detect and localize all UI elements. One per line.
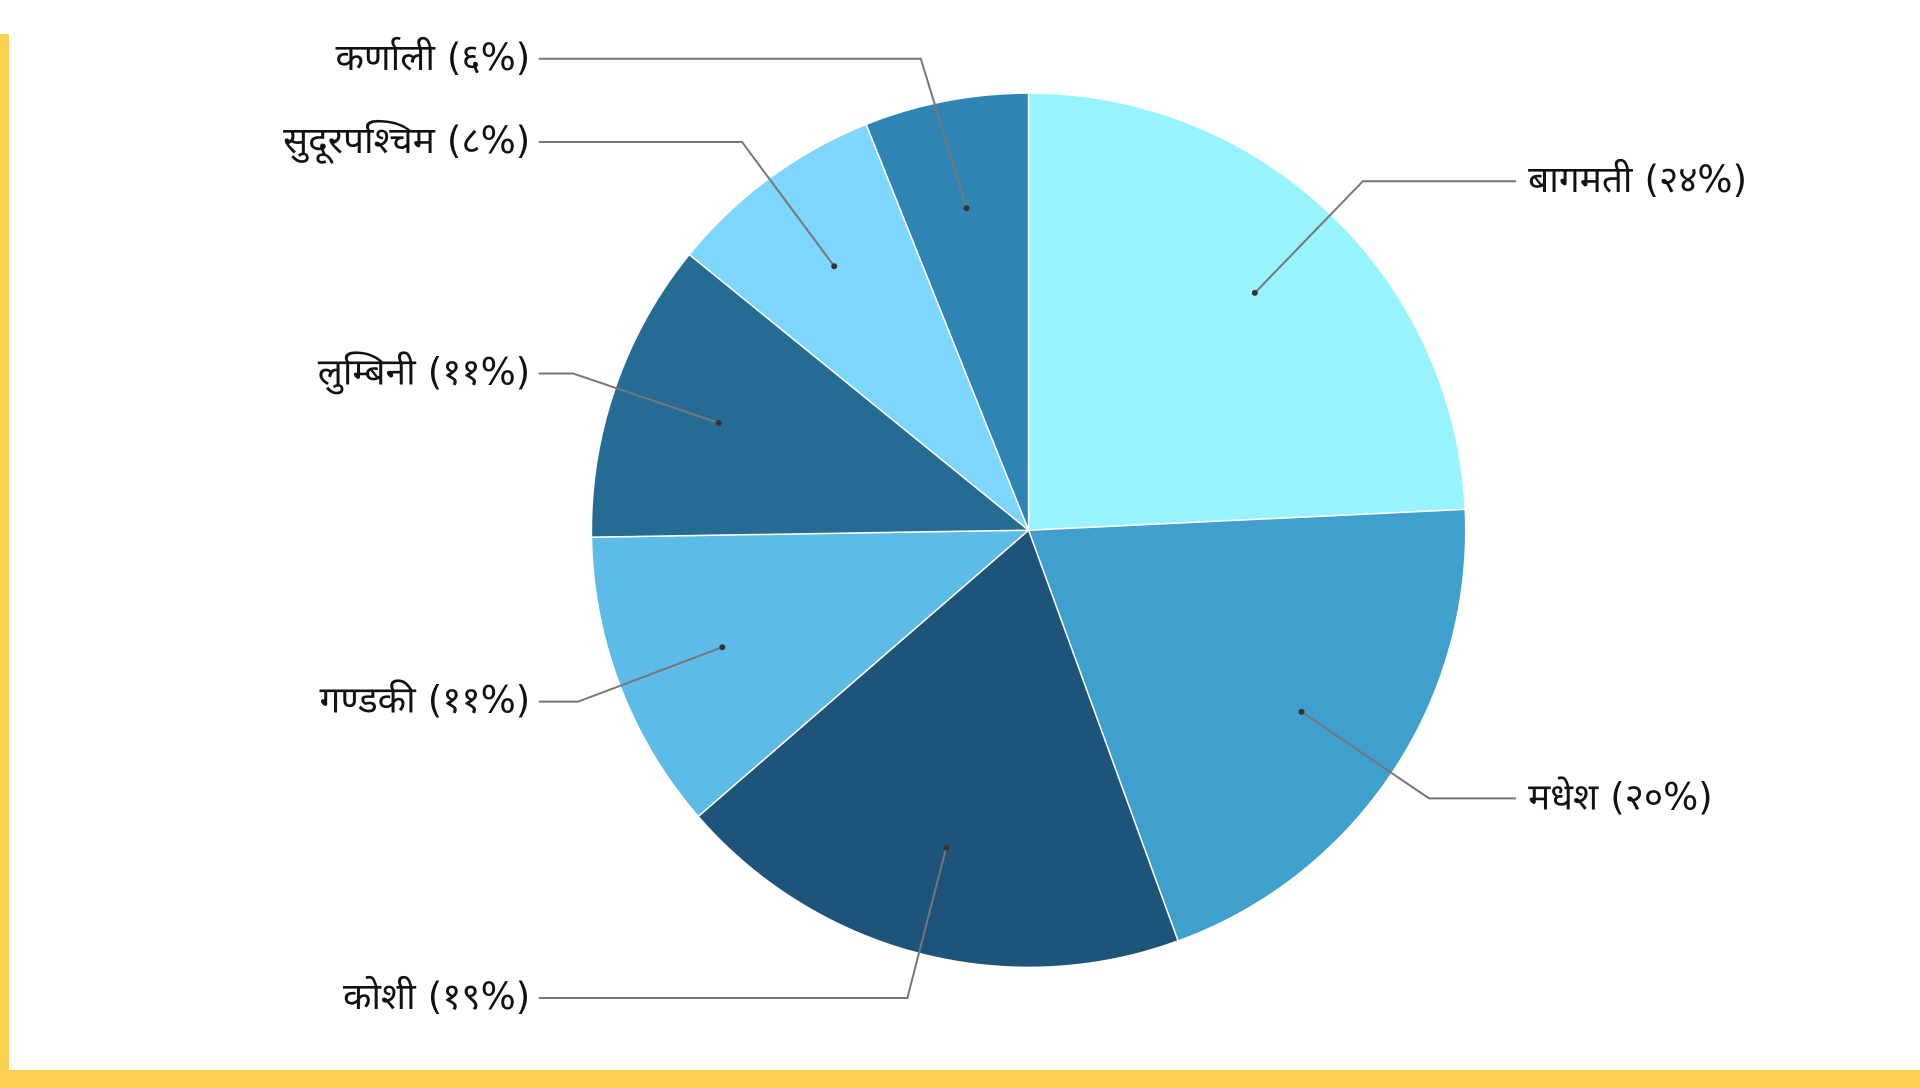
leader-line — [538, 57, 968, 209]
slice-category: लुम्बिनी — [318, 350, 417, 394]
slice-label: लुम्बिनी (११%) — [318, 350, 530, 394]
slice-label: गण्डकी (११%) — [319, 678, 530, 721]
pie-slice — [1027, 92, 1467, 531]
pie-slice — [865, 92, 1030, 531]
leader-line — [1254, 180, 1516, 294]
leader-dot — [719, 644, 726, 651]
leader-dot — [1251, 289, 1258, 296]
slice-category: मधेश — [1528, 775, 1599, 818]
leader-line — [538, 372, 720, 424]
leader-dot — [715, 419, 722, 426]
frame-bottom — [0, 1070, 1920, 1088]
slice-value-label: (६%) — [447, 35, 530, 78]
pie-slice — [1027, 508, 1467, 942]
slice-value-label: (११%) — [428, 350, 531, 393]
slice-label: सुदूरपश्चिम (८%) — [283, 119, 530, 164]
leader-line — [538, 646, 723, 703]
leader-dot — [963, 205, 970, 212]
slice-value-label: (२०%) — [1610, 775, 1713, 818]
slice-category: कर्णाली — [336, 35, 437, 78]
slice-label: कोशी (१९%) — [343, 974, 530, 1017]
slice-category: सुदूरपश्चिम — [283, 119, 436, 164]
slice-category: गण्डकी — [319, 678, 417, 721]
leader-line — [1300, 710, 1516, 800]
slice-category: कोशी — [343, 974, 417, 1017]
leader-line — [538, 141, 835, 267]
slice-value-label: (८%) — [447, 119, 530, 162]
slice-value-label: (२४%) — [1645, 158, 1748, 201]
slice-category: बागमती — [1528, 158, 1634, 201]
slice-label: बागमती (२४%) — [1528, 158, 1747, 201]
frame-left — [0, 34, 9, 1088]
slice-value-label: (११%) — [428, 678, 531, 721]
slice-value-label: (१९%) — [428, 974, 531, 1017]
slice-label: मधेश (२०%) — [1528, 775, 1713, 818]
leader-dot — [1298, 708, 1305, 715]
leader-dot — [831, 263, 838, 270]
leader-line — [538, 847, 948, 999]
leader-dot — [943, 844, 950, 851]
slice-label: कर्णाली (६%) — [336, 35, 531, 78]
